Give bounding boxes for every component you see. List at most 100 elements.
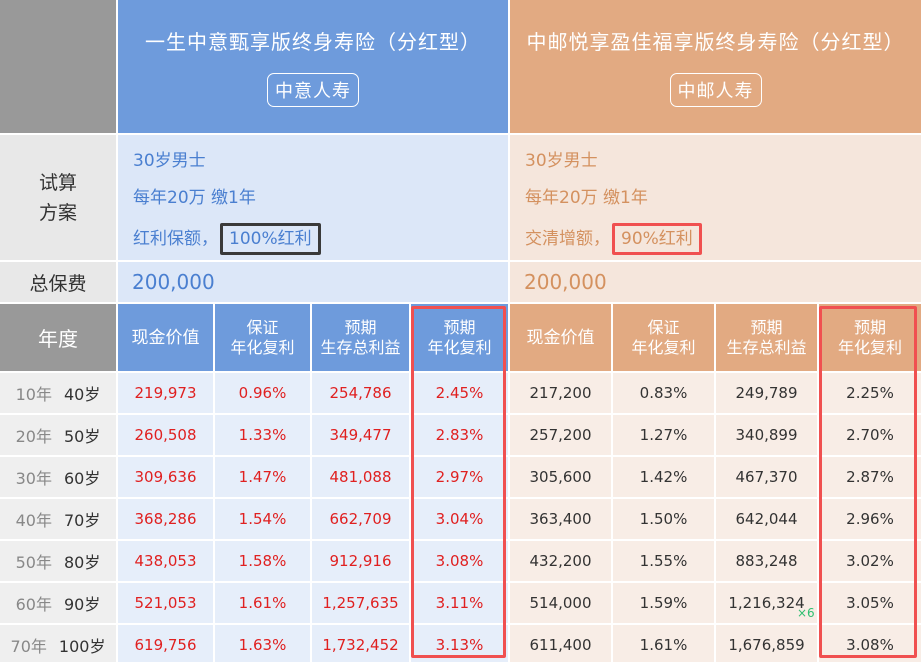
cell-b-cash-value: 217,200 <box>510 373 611 413</box>
year-cell: 70年 100岁 <box>0 625 116 662</box>
cell-b-expected-benefit: 467,370 <box>716 457 817 497</box>
policy-year: 40年 <box>15 511 52 530</box>
col-b-expected-rate-line1: 预期 <box>853 317 886 337</box>
company-badge-a: 中意人寿 <box>267 73 359 107</box>
company-badge-b: 中邮人寿 <box>669 73 762 107</box>
year-cell: 10年 40岁 <box>0 373 116 413</box>
year-column-header: 年度 <box>0 304 116 371</box>
cell-a-guaranteed-rate: 1.54% <box>215 499 310 539</box>
cell-a-cash-value: 219,973 <box>118 373 213 413</box>
cell-a-expected-rate: 2.97% <box>411 457 508 497</box>
col-b-expected-rate: 预期 年化复利 <box>819 304 921 371</box>
cell-b-expected-benefit: 340,899 <box>716 415 817 455</box>
col-b-expected-benefit-line1: 预期 <box>750 317 783 337</box>
policy-year: 70年 <box>10 637 47 656</box>
col-a-expected-rate: 预期 年化复利 <box>411 304 508 371</box>
cell-b-cash-value: 305,600 <box>510 457 611 497</box>
cell-a-cash-value: 438,053 <box>118 541 213 581</box>
cell-a-guaranteed-rate: 1.61% <box>215 583 310 623</box>
policy-year: 50年 <box>15 553 52 572</box>
cell-b-cash-value: 611,400 <box>510 625 611 662</box>
cell-a-expected-rate: 3.04% <box>411 499 508 539</box>
cell-b-guaranteed-rate: 1.42% <box>613 457 714 497</box>
col-a-expected-rate-line2: 年化复利 <box>427 337 492 357</box>
overlay-badge: ×6 <box>797 606 815 620</box>
total-premium-a: 200,000 <box>118 262 508 302</box>
cell-a-cash-value: 521,053 <box>118 583 213 623</box>
insured-age: 40岁 <box>64 385 101 404</box>
scenario-label-line1: 试算 <box>38 171 77 194</box>
insured-age: 50岁 <box>64 427 101 446</box>
cell-a-expected-rate: 3.11% <box>411 583 508 623</box>
scenario-b-payment: 每年20万 缴1年 <box>525 188 648 208</box>
scenario-b-age: 30岁男士 <box>525 151 598 171</box>
cell-b-guaranteed-rate: 1.61% <box>613 625 714 662</box>
scenario-b-dividend-prefix: 交清增额， <box>525 229 610 249</box>
policy-year: 60年 <box>15 595 52 614</box>
cell-a-expected-benefit: 1,732,452 <box>312 625 409 662</box>
cell-b-cash-value: 514,000 <box>510 583 611 623</box>
col-a-guaranteed-rate-line2: 年化复利 <box>230 337 295 357</box>
cell-a-expected-benefit: 662,709 <box>312 499 409 539</box>
cell-b-guaranteed-rate: 1.55% <box>613 541 714 581</box>
scenario-b-dividend: 交清增额， 90%红利 <box>525 223 702 260</box>
cell-b-expected-rate: 2.25% <box>819 373 921 413</box>
col-a-expected-benefit-line1: 预期 <box>344 317 377 337</box>
cell-a-guaranteed-rate: 1.47% <box>215 457 310 497</box>
cell-b-guaranteed-rate: 1.50% <box>613 499 714 539</box>
cell-b-expected-benefit: 249,789 <box>716 373 817 413</box>
cell-b-expected-rate: 2.70% <box>819 415 921 455</box>
cell-a-cash-value: 368,286 <box>118 499 213 539</box>
cell-a-expected-rate: 3.08% <box>411 541 508 581</box>
cell-b-guaranteed-rate: 1.59% <box>613 583 714 623</box>
col-a-expected-rate-line1: 预期 <box>443 317 476 337</box>
year-cell: 30年 60岁 <box>0 457 116 497</box>
scenario-a-payment: 每年20万 缴1年 <box>133 188 256 208</box>
cell-a-expected-benefit: 481,088 <box>312 457 409 497</box>
scenario-a-dividend: 红利保额， 100%红利 <box>133 223 321 260</box>
scenario-label-line2: 方案 <box>38 201 77 224</box>
cell-b-expected-benefit: 883,248 <box>716 541 817 581</box>
col-a-expected-benefit-line2: 生存总利益 <box>320 337 401 357</box>
scenario-b: 30岁男士 每年20万 缴1年 交清增额， 90%红利 <box>510 135 921 260</box>
insured-age: 70岁 <box>64 511 101 530</box>
total-premium-label: 总保费 <box>0 262 116 302</box>
product-header-b: 中邮悦享盈佳福享版终身寿险（分红型） 中邮人寿 <box>510 0 921 133</box>
cell-b-expected-benefit: 642,044 <box>716 499 817 539</box>
cell-b-expected-rate: 2.96% <box>819 499 921 539</box>
cell-a-expected-benefit: 1,257,635 <box>312 583 409 623</box>
cell-a-cash-value: 309,636 <box>118 457 213 497</box>
year-cell: 60年 90岁 <box>0 583 116 623</box>
insured-age: 100岁 <box>58 637 106 656</box>
cell-b-expected-benefit: 1,676,859 <box>716 625 817 662</box>
policy-year: 30年 <box>15 469 52 488</box>
policy-year: 20年 <box>15 427 52 446</box>
total-premium-b: 200,000 <box>510 262 921 302</box>
cell-a-cash-value: 619,756 <box>118 625 213 662</box>
col-b-cash-value: 现金价值 <box>510 304 611 371</box>
cell-a-guaranteed-rate: 1.58% <box>215 541 310 581</box>
insured-age: 80岁 <box>64 553 101 572</box>
cell-a-cash-value: 260,508 <box>118 415 213 455</box>
cell-b-expected-rate: 2.87% <box>819 457 921 497</box>
col-b-guaranteed-rate-line1: 保证 <box>647 317 680 337</box>
cell-a-expected-rate: 3.13% <box>411 625 508 662</box>
cell-b-expected-rate: 3.08% <box>819 625 921 662</box>
insured-age: 90岁 <box>64 595 101 614</box>
cell-a-expected-benefit: 349,477 <box>312 415 409 455</box>
cell-b-guaranteed-rate: 0.83% <box>613 373 714 413</box>
cell-b-expected-rate: 3.05% <box>819 583 921 623</box>
year-cell: 50年 80岁 <box>0 541 116 581</box>
cell-a-guaranteed-rate: 0.96% <box>215 373 310 413</box>
cell-a-expected-rate: 2.45% <box>411 373 508 413</box>
cell-a-expected-benefit: 254,786 <box>312 373 409 413</box>
cell-a-guaranteed-rate: 1.63% <box>215 625 310 662</box>
cell-a-expected-rate: 2.83% <box>411 415 508 455</box>
cell-b-guaranteed-rate: 1.27% <box>613 415 714 455</box>
col-a-cash-value: 现金价值 <box>118 304 213 371</box>
scenario-a-dividend-prefix: 红利保额， <box>133 229 218 249</box>
col-b-guaranteed-rate: 保证 年化复利 <box>613 304 714 371</box>
col-a-guaranteed-rate-line1: 保证 <box>246 317 279 337</box>
scenario-b-dividend-highlight: 90%红利 <box>612 223 702 255</box>
policy-year: 10年 <box>15 385 52 404</box>
